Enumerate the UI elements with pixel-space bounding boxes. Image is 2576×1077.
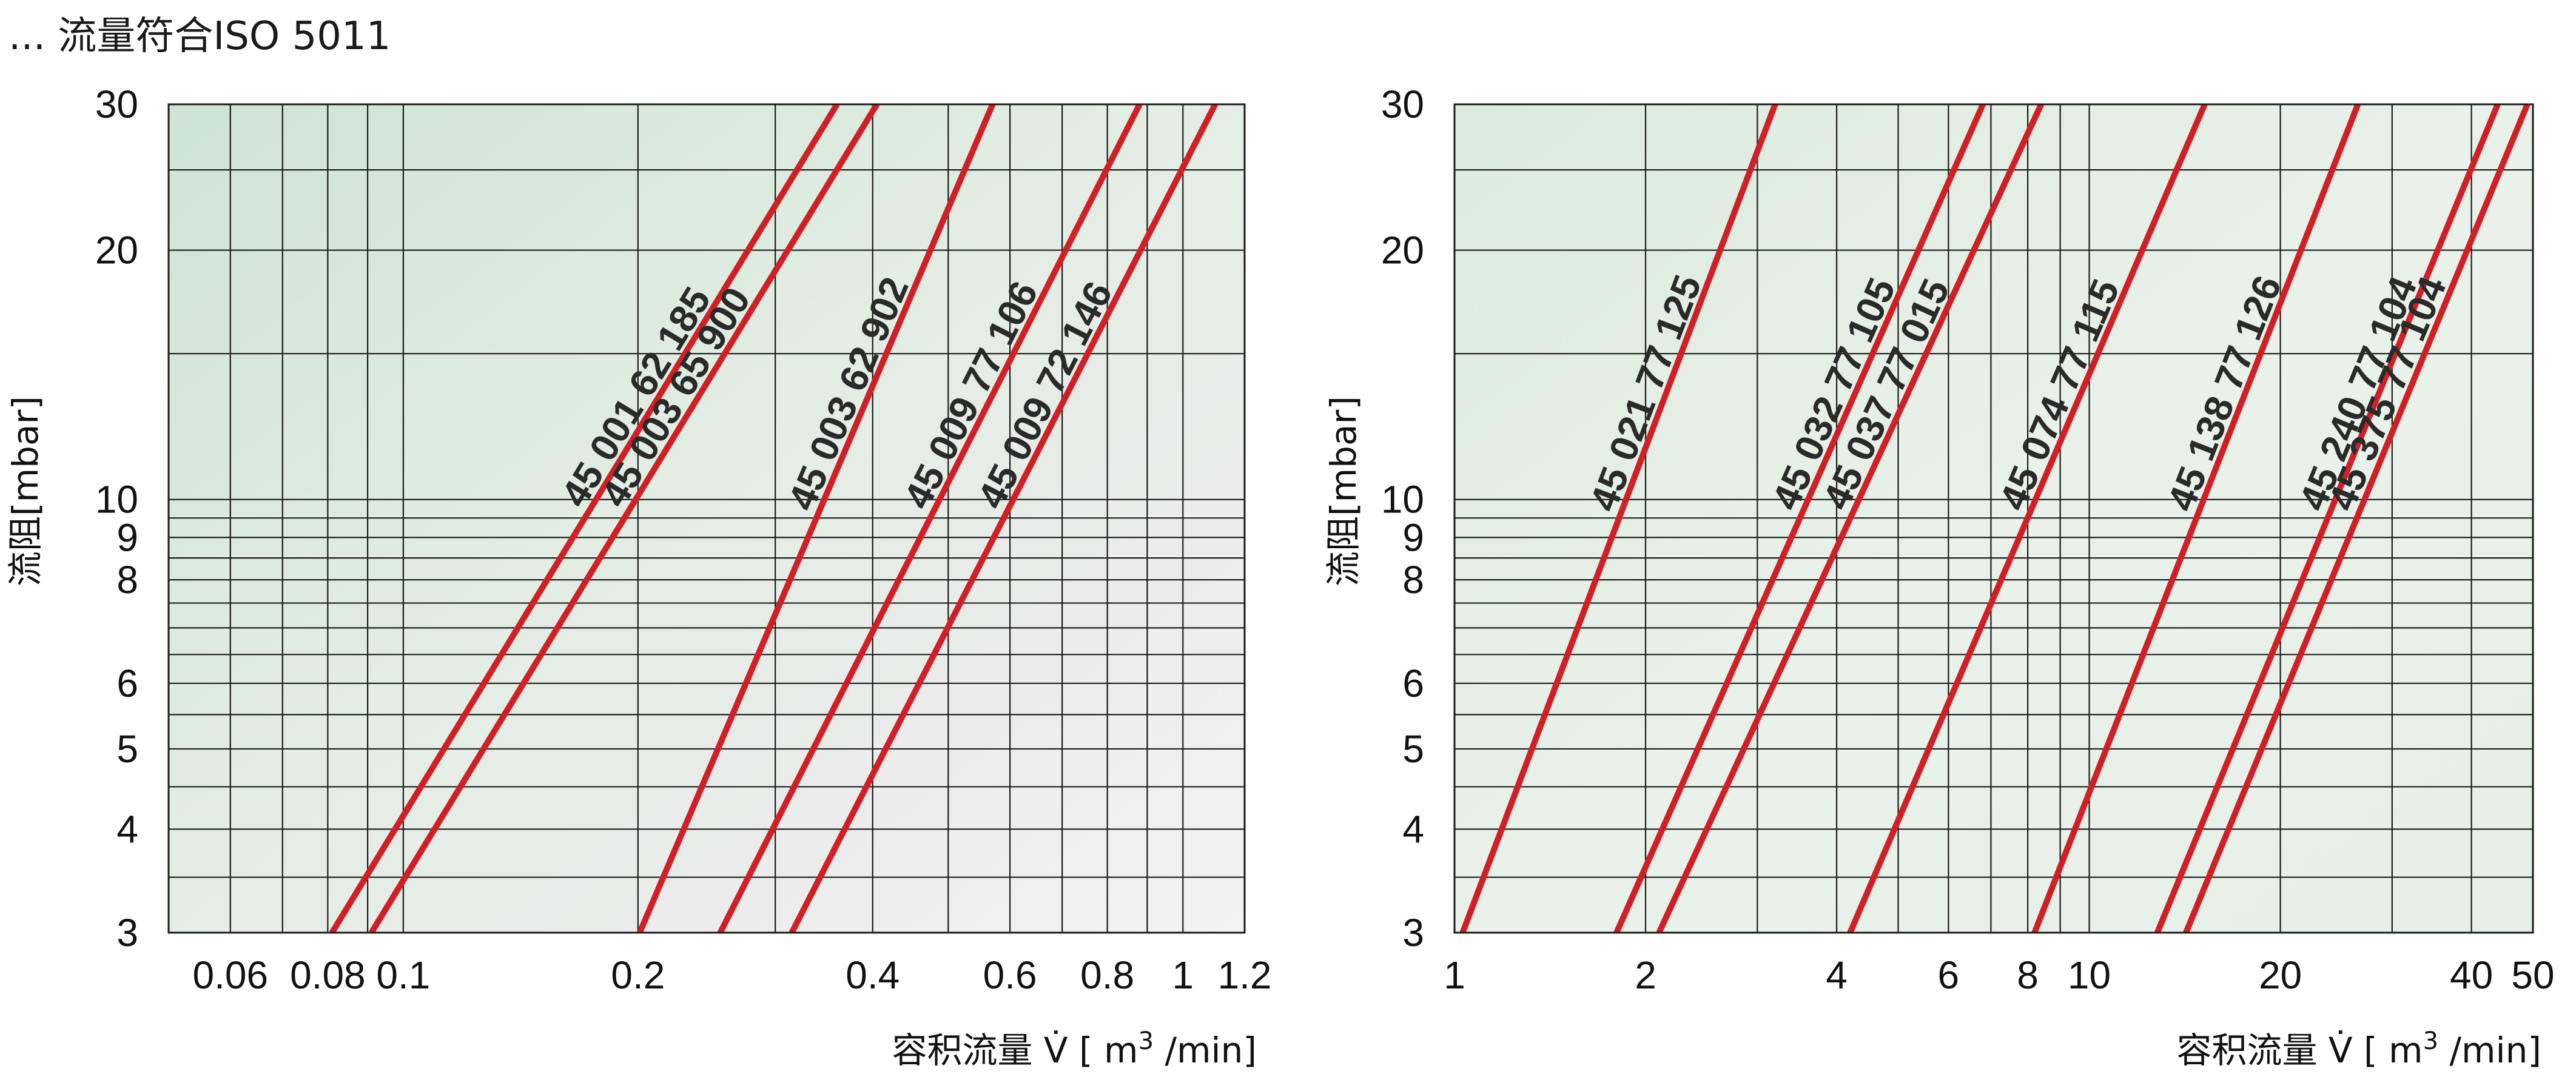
x-axis-label: 容积流量 V̇ [ m3 /min]	[892, 1027, 1257, 1071]
y-tick-label: 5	[1402, 727, 1424, 771]
y-tick-label: 4	[1402, 807, 1424, 851]
page-title: ... 流量符合ISO 5011	[8, 14, 391, 59]
series-line-3	[1847, 104, 2208, 933]
y-tick-label: 10	[95, 478, 138, 522]
x-tick-label: 0.8	[1080, 953, 1134, 997]
x-tick-label: 4	[1826, 953, 1848, 997]
series-line-0	[1459, 104, 1778, 933]
plot-frame	[1453, 103, 2534, 934]
x-tick-label: 0.4	[846, 953, 900, 997]
y-tick-label: 3	[1402, 911, 1424, 955]
y-tick-label: 5	[116, 727, 138, 771]
x-tick-label: 20	[2259, 953, 2302, 997]
series-line-4	[2031, 104, 2361, 933]
series-line-1	[369, 104, 879, 933]
x-tick-label: 0.2	[611, 953, 665, 997]
x-tick-label: 40	[2450, 953, 2493, 997]
x-tick-label: 6	[1938, 953, 1960, 997]
series-line-5	[2154, 104, 2501, 933]
y-tick-label: 3	[116, 911, 138, 955]
y-tick-label: 20	[1381, 229, 1424, 272]
y-tick-label: 20	[95, 229, 138, 272]
y-axis-label: 流阻[mbar]	[1323, 396, 1364, 586]
series-line-2	[1656, 104, 2044, 933]
y-tick-label: 8	[116, 558, 138, 602]
x-tick-label: 0.06	[192, 953, 268, 997]
y-tick-label: 4	[116, 807, 138, 851]
y-tick-label: 10	[1381, 478, 1424, 522]
x-tick-label: 8	[2017, 953, 2039, 997]
x-tick-label: 50	[2511, 953, 2554, 997]
x-tick-label: 1.2	[1218, 953, 1272, 997]
y-tick-label: 8	[1402, 558, 1424, 602]
y-tick-label: 6	[116, 662, 138, 705]
y-tick-label: 6	[1402, 662, 1424, 705]
plot-frame	[167, 103, 1246, 934]
series-lines	[1459, 104, 2531, 933]
x-tick-label: 1	[1444, 953, 1465, 997]
series-line-4	[789, 104, 1218, 933]
series-lines	[329, 104, 1218, 933]
x-axis-label: 容积流量 V̇ [ m3 /min]	[2176, 1027, 2541, 1071]
x-tick-label: 1	[1172, 953, 1194, 997]
series-line-2	[637, 104, 996, 933]
series-line-1	[1613, 104, 1986, 933]
series-line-3	[717, 104, 1143, 933]
y-axis-label: 流阻[mbar]	[5, 396, 46, 586]
y-tick-label: 30	[95, 82, 138, 126]
series-line-6	[2183, 104, 2531, 933]
series-line-0	[329, 104, 840, 933]
x-tick-label: 10	[2068, 953, 2111, 997]
x-tick-label: 2	[1635, 953, 1656, 997]
y-tick-label: 30	[1381, 82, 1424, 126]
x-tick-label: 0.6	[983, 953, 1037, 997]
y-tick-label: 9	[1402, 515, 1424, 559]
x-tick-label: 0.1	[376, 953, 430, 997]
y-tick-label: 9	[116, 515, 138, 559]
x-tick-label: 0.08	[290, 953, 366, 997]
